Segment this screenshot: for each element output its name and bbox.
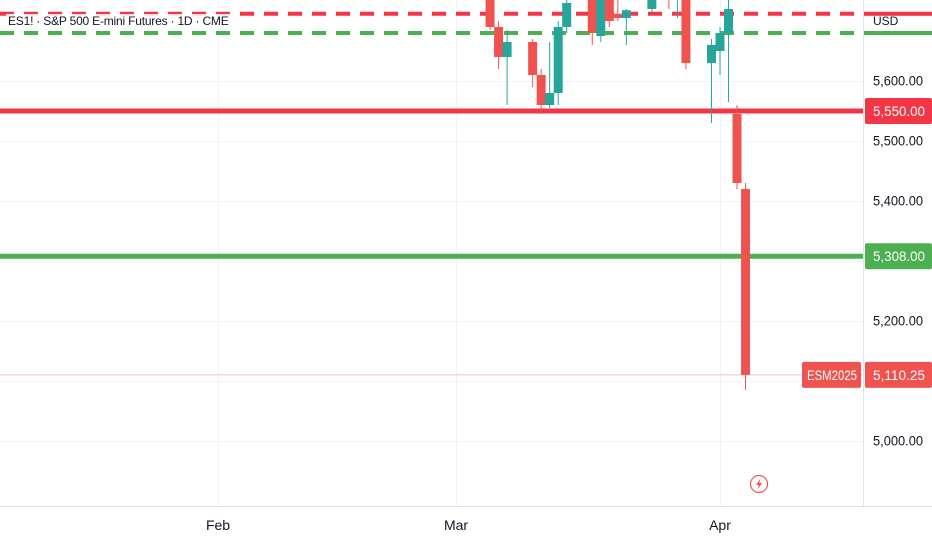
candle-body-up: [724, 9, 734, 33]
candle-body-up: [621, 10, 631, 18]
candle-body-down: [528, 42, 538, 75]
price-tick-label: 5,500.00: [873, 134, 923, 149]
candle-body-up: [562, 3, 572, 27]
candle-body-down: [536, 75, 546, 105]
level-price-label-box: [865, 98, 932, 124]
candle-body-down: [732, 114, 742, 183]
candle-body-down: [485, 0, 495, 27]
candle-body-up: [715, 33, 725, 51]
time-tick-label: Mar: [444, 517, 468, 533]
price-tick-label: 5,000.00: [873, 434, 923, 449]
price-labels-layer: 5,550.00 5,308.00 ESM2025 5,110.25: [802, 98, 932, 388]
currency-label[interactable]: USD: [873, 14, 899, 28]
time-tick-label: Feb: [206, 517, 230, 533]
candle-body-down: [494, 27, 504, 57]
grid-layer: [0, 0, 863, 506]
level-axis-tick-red-dashed-upper: [864, 11, 932, 16]
price-tick-label: 5,400.00: [873, 194, 923, 209]
level-price-label: 5,550.00: [873, 104, 925, 119]
current-price-label-box: [865, 361, 932, 388]
contract-label-box: [802, 361, 861, 388]
candles-layer: [485, 0, 751, 390]
candle-body-down: [604, 0, 614, 21]
contract-label: ESM2025: [807, 368, 857, 383]
price-tick-label: 5,600.00: [873, 74, 923, 89]
candle-body-up: [545, 93, 555, 105]
price-axis[interactable]: 5,600.00 5,500.00 5,400.00 5,200.00 5,000.00: [873, 74, 923, 449]
candle-body-up: [596, 0, 606, 36]
candle-body-up: [706, 45, 716, 63]
horizontal-lines-layer: [0, 11, 932, 259]
level-price-label: 5,308.00: [873, 249, 925, 264]
price-tick-label: 5,200.00: [873, 314, 923, 329]
candle-body-down: [587, 0, 597, 33]
candle-body-up: [553, 27, 563, 93]
dividend-event-icon[interactable]: [749, 474, 769, 494]
symbol-title[interactable]: ES1! · S&P 500 E-mini Futures · 1D · CME: [6, 14, 231, 28]
time-axis[interactable]: Feb Mar Apr: [206, 517, 731, 533]
candle-body-up: [502, 42, 512, 57]
candle-body-down: [681, 0, 691, 63]
current-price-label: 5,110.25: [873, 368, 925, 383]
candle-body-up: [647, 0, 657, 9]
level-price-label-box: [865, 243, 932, 270]
candle-body-down: [613, 13, 623, 18]
level-axis-tick-green-dashed-upper: [864, 31, 932, 35]
time-tick-label: Apr: [709, 517, 731, 533]
candle-body-down: [741, 189, 751, 375]
